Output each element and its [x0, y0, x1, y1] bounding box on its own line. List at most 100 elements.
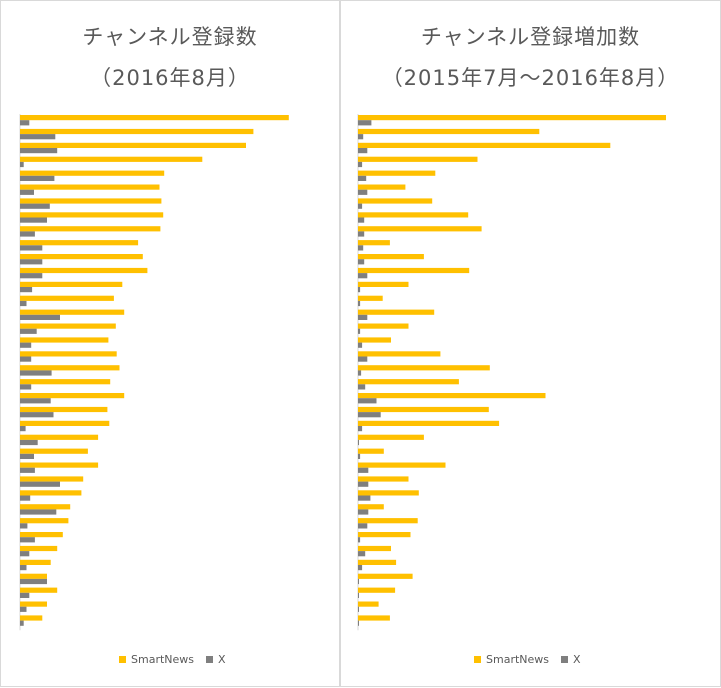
bar-x: [20, 453, 34, 459]
bar-smartnews: [358, 254, 424, 260]
bar-x: [20, 314, 60, 320]
bar-smartnews: [358, 587, 396, 593]
bar-x: [20, 592, 30, 598]
bar-smartnews: [358, 573, 413, 579]
bar-smartnews: [358, 545, 391, 552]
bar-x: [20, 342, 32, 348]
bar-smartnews: [20, 434, 99, 440]
bar-x: [358, 300, 361, 307]
bar-smartnews: [358, 420, 500, 426]
bar-x: [358, 578, 359, 585]
bar-smartnews: [358, 601, 379, 607]
bar-x: [20, 523, 28, 529]
bar-x: [20, 231, 35, 237]
bar-x: [358, 537, 361, 543]
bar-x: [358, 439, 359, 446]
bar-x: [20, 370, 52, 376]
bar-x: [20, 565, 27, 571]
bar-x: [358, 342, 363, 348]
bar-smartnews: [20, 212, 164, 218]
bar-x: [358, 134, 364, 140]
bar-smartnews: [20, 448, 88, 454]
bar-x: [358, 189, 368, 195]
bar-x: [20, 467, 35, 473]
bar-x: [20, 120, 30, 126]
bar-x: [358, 175, 367, 181]
bar-smartnews: [358, 156, 478, 162]
bar-smartnews: [20, 587, 58, 593]
bar-smartnews: [20, 184, 160, 190]
bar-x: [20, 245, 43, 251]
chart-subtitle: （2015年7月～2016年8月）: [381, 66, 680, 90]
bar-smartnews: [358, 337, 391, 343]
bar-x: [358, 203, 363, 209]
bar-x: [20, 203, 50, 209]
bar-smartnews: [358, 393, 546, 399]
bar-x: [20, 328, 37, 334]
bar-x: [20, 175, 55, 181]
bar-x: [358, 412, 381, 418]
bar-smartnews: [20, 573, 47, 579]
legend: SmartNews X: [119, 653, 238, 666]
bar-x: [358, 592, 359, 598]
bar-x: [358, 467, 369, 473]
bar-x: [20, 551, 30, 557]
bar-smartnews: [20, 267, 148, 274]
bar-x: [20, 509, 57, 515]
bar-x: [358, 481, 369, 487]
bar-smartnews: [20, 504, 71, 510]
bar-smartnews: [20, 281, 123, 287]
bar-smartnews: [358, 476, 409, 482]
bar-x: [358, 356, 368, 362]
chart-subtitle: （2016年8月）: [90, 66, 250, 90]
bar-smartnews: [358, 170, 436, 176]
bar-smartnews: [358, 142, 611, 148]
legend-swatch-x: [206, 656, 213, 663]
bar-plot-area: [357, 114, 666, 631]
bar-x: [20, 273, 43, 279]
legend-swatch-smartnews: [474, 656, 481, 663]
bar-x: [358, 620, 359, 626]
bar-x: [358, 495, 371, 501]
bar-smartnews: [358, 226, 482, 232]
legend: SmartNews X: [474, 653, 593, 666]
bar-x: [358, 161, 363, 168]
bar-smartnews: [358, 559, 397, 565]
legend-item-smartnews: SmartNews: [474, 653, 549, 666]
bar-x: [20, 606, 27, 612]
bar-smartnews: [20, 115, 289, 121]
bar-smartnews: [20, 337, 109, 343]
bar-smartnews: [20, 309, 125, 315]
bar-smartnews: [20, 295, 114, 301]
bar-smartnews: [358, 406, 489, 413]
chart-title: チャンネル登録増加数: [420, 25, 641, 49]
bar-x: [358, 606, 359, 612]
bar-smartnews: [20, 545, 58, 552]
legend-label-x: X: [573, 653, 581, 666]
bar-x: [358, 384, 366, 390]
bar-smartnews: [20, 406, 108, 413]
bar-smartnews: [20, 198, 162, 204]
legend-label-smartnews: SmartNews: [486, 653, 549, 666]
bar-smartnews: [358, 434, 424, 440]
bar-x: [20, 398, 51, 404]
bar-x: [358, 287, 361, 293]
bar-smartnews: [20, 559, 51, 565]
bar-x: [20, 161, 24, 168]
legend-item-smartnews: SmartNews: [119, 653, 194, 666]
bar-x: [358, 370, 362, 376]
bar-x: [358, 245, 364, 251]
chart-title: チャンネル登録数: [82, 25, 258, 49]
bar-plot-area: [19, 114, 289, 631]
bar-x: [20, 134, 56, 140]
bar-smartnews: [20, 226, 161, 232]
bar-x: [358, 509, 369, 515]
bar-x: [20, 620, 24, 626]
bar-smartnews: [358, 490, 419, 496]
legend-item-x: X: [561, 653, 581, 666]
bar-smartnews: [358, 240, 390, 246]
bar-smartnews: [358, 115, 666, 121]
bar-smartnews: [20, 170, 165, 176]
bar-x: [20, 189, 34, 195]
bar-smartnews: [20, 156, 203, 162]
